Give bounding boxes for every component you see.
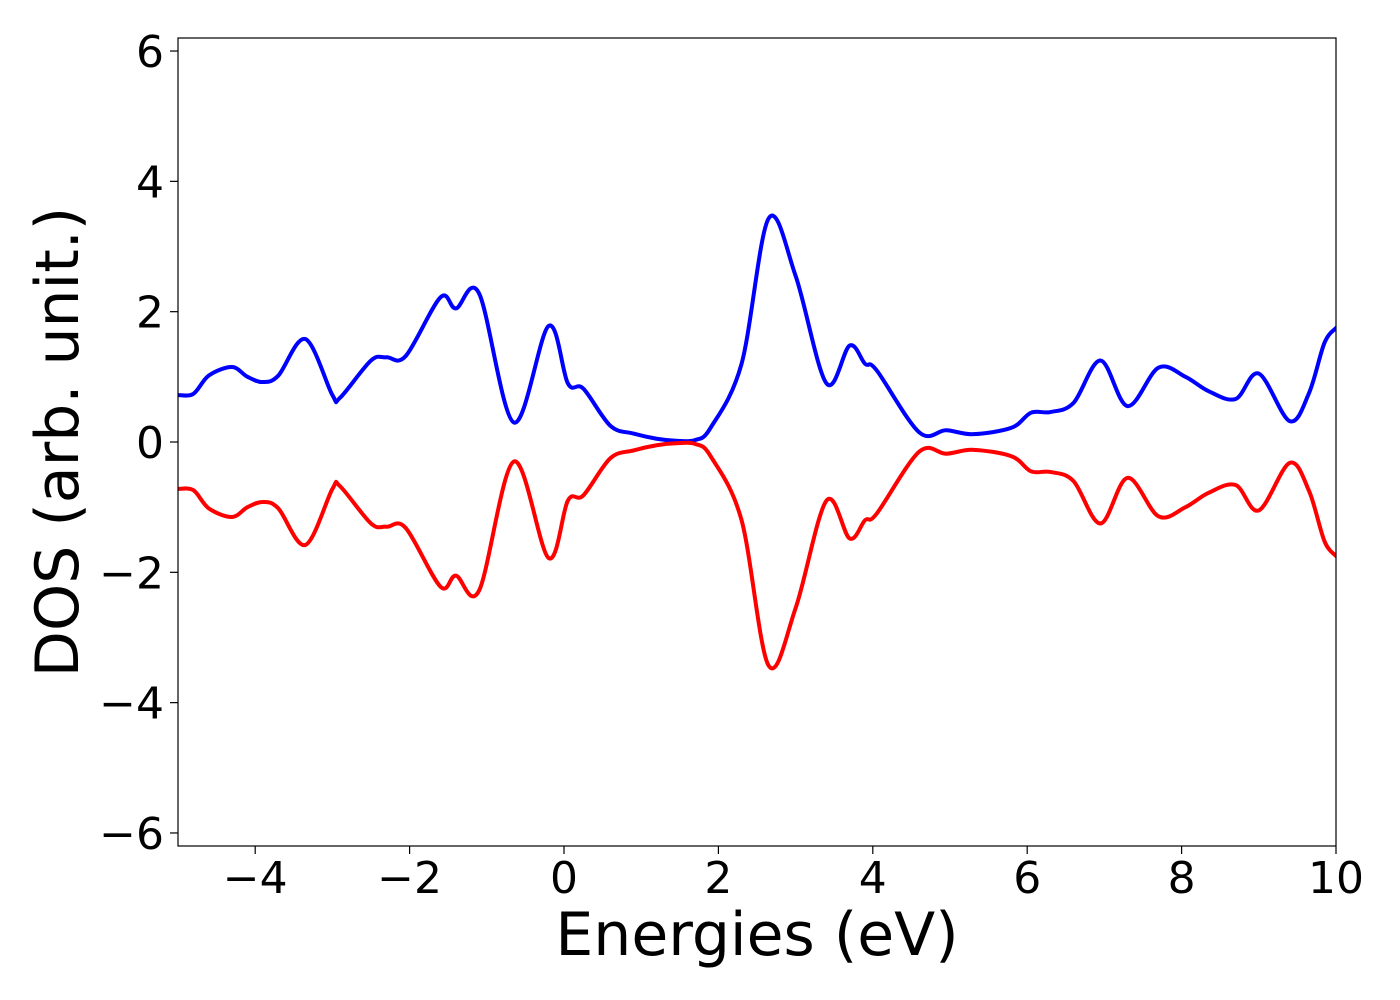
- y-tick-label: 4: [136, 157, 164, 208]
- series-layer: [178, 213, 1336, 671]
- series-line-2: [178, 440, 1336, 671]
- x-tick-label: 6: [1013, 853, 1041, 904]
- x-axis-label: Energies (eV): [555, 900, 958, 970]
- y-tick-label: −4: [99, 679, 164, 730]
- x-tick-label: 10: [1308, 853, 1364, 904]
- y-axis-ticks: −6 −4 −2 0 2 4 6: [99, 27, 178, 860]
- y-tick-label: −6: [99, 809, 164, 860]
- y-tick-label: 2: [136, 288, 164, 339]
- y-tick-label: 6: [136, 27, 164, 78]
- x-tick-label: 0: [550, 853, 578, 904]
- x-tick-label: −2: [377, 853, 442, 904]
- x-tick-label: 2: [704, 853, 732, 904]
- y-tick-label: 0: [136, 418, 164, 469]
- y-axis-label: DOS (arb. unit.): [23, 207, 93, 677]
- series-line-1: [178, 213, 1336, 444]
- x-axis-ticks: −4 −2 0 2 4 6 8 10: [223, 846, 1364, 904]
- x-tick-label: 4: [859, 853, 887, 904]
- y-tick-label: −2: [99, 548, 164, 599]
- x-tick-label: 8: [1168, 853, 1196, 904]
- x-tick-label: −4: [223, 853, 288, 904]
